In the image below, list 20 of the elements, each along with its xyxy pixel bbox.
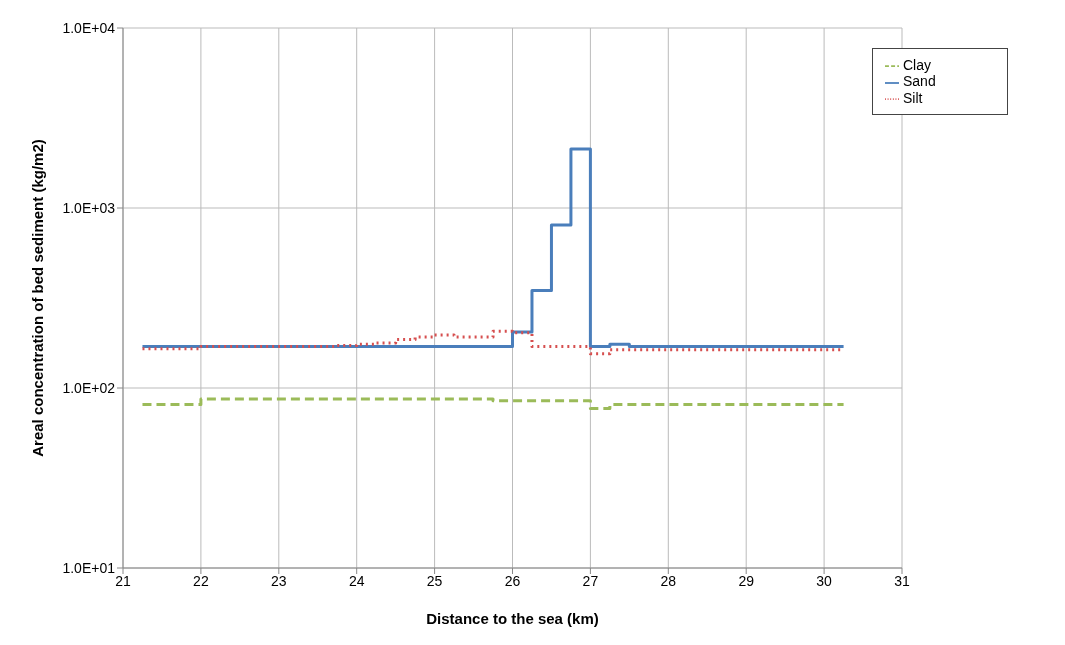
x-tick-label: 22	[193, 572, 209, 589]
y-tick-label: 1.0E+03	[62, 199, 116, 216]
x-tick-label: 26	[504, 572, 521, 589]
x-tick-label: 28	[660, 572, 677, 589]
y-tick-label: 1.0E+04	[62, 19, 116, 36]
x-tick-label: 31	[894, 572, 910, 589]
x-tick-label: 21	[115, 572, 131, 589]
x-tick-label: 25	[426, 572, 443, 589]
y-tick-label: 1.0E+01	[62, 559, 116, 576]
x-tick-label: 23	[271, 572, 287, 589]
y-axis-title: Areal concentration of bed sediment (kg/m2)	[29, 139, 47, 457]
legend-label: Sand	[903, 73, 936, 90]
x-tick-label: 27	[582, 572, 599, 589]
legend-label: Silt	[903, 89, 923, 106]
x-tick-label: 29	[738, 572, 755, 589]
x-axis-title: Distance to the sea (km)	[426, 609, 599, 627]
x-tick-label: 24	[348, 572, 365, 589]
y-tick-label: 1.0E+02	[62, 379, 116, 396]
legend-label: Clay	[903, 57, 932, 73]
x-tick-label: 30	[816, 572, 833, 589]
